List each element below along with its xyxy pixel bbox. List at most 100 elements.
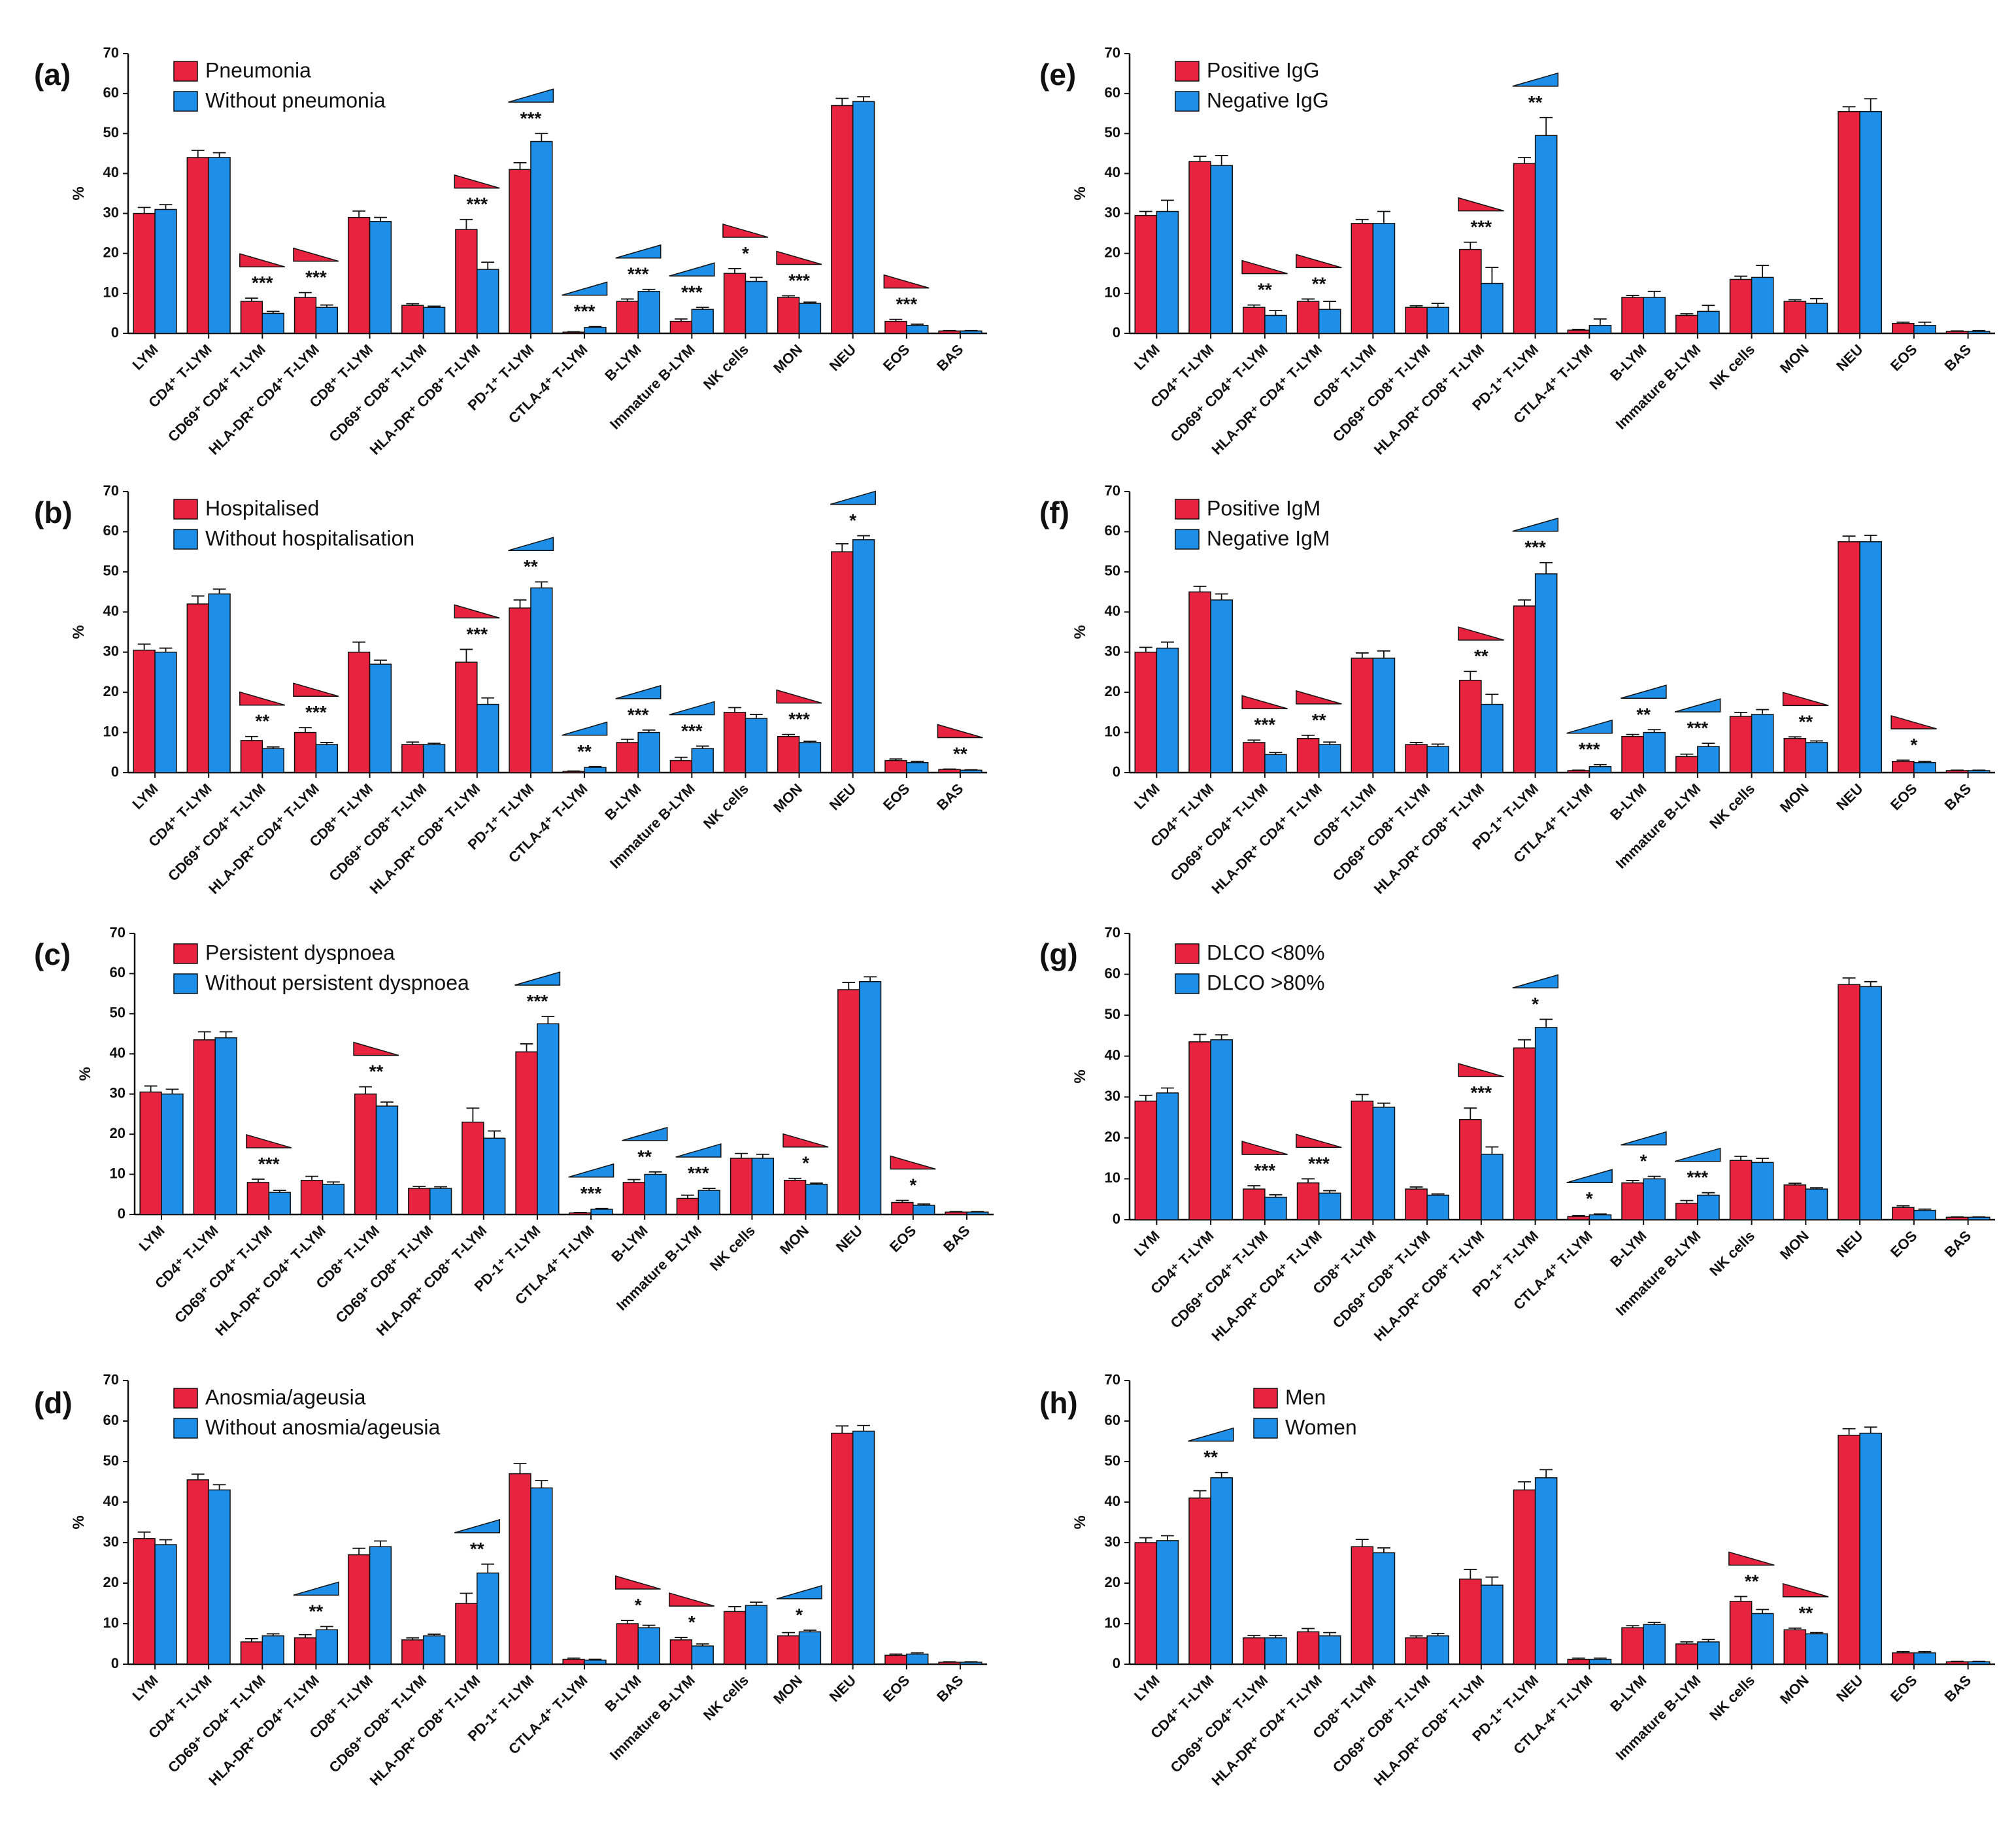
y-tick-label: 20 [103,683,119,699]
y-tick-label: 50 [1105,1452,1120,1469]
category-label: HLA-DR⁺ CD4⁺ T-LYM [205,341,322,458]
bar-group2 [584,1660,607,1665]
y-tick-label: 70 [103,482,119,499]
bar-group2 [852,1430,875,1665]
bar-group2 [1913,325,1936,334]
bar-group2 [1210,1477,1233,1665]
significance-label: ** [1312,273,1326,293]
y-tick-label: 40 [1105,164,1120,180]
legend-label: Positive IgG [1207,58,1320,82]
y-tick-label: 60 [103,84,119,101]
bar-group2 [1967,770,1991,773]
bar-group2 [1751,1613,1774,1665]
bar-group2 [590,1209,613,1215]
bar-group2 [637,291,660,334]
bar-group1 [1134,1542,1158,1665]
bar-group1 [1838,1434,1860,1665]
significance-label: *** [1579,739,1600,760]
category-label: MON [770,341,805,377]
bar-group1 [884,760,907,773]
y-tick-label: 50 [103,124,119,141]
trend-down-icon [1458,197,1504,212]
bar-group2 [1426,1635,1449,1665]
significance-label: ** [309,1601,324,1621]
legend-swatch-group1 [1175,61,1200,82]
bar-group1 [1729,1601,1753,1665]
trend-down-icon [1890,714,1937,729]
bar-group2 [1643,731,1666,773]
bar-group1 [831,105,854,334]
bar-group2 [483,1137,506,1215]
trend-down-icon [1458,626,1504,641]
category-label: NEU [826,780,860,814]
category-label: BAS [1941,1228,1975,1261]
trend-down-icon [1241,1141,1288,1155]
category-label: HLA-DR⁺ CD8⁺ T-LYM [1371,341,1488,458]
panel-label: (e) [1039,58,1076,92]
significance-label: *** [1524,537,1546,558]
panel-label: (c) [34,937,71,971]
category-label: CD69⁺ CD8⁺ T-LYM [332,1222,436,1326]
bar-group2 [1805,1188,1828,1220]
bar-group1 [622,1182,645,1215]
bar-group1 [1729,278,1753,334]
category-label: EOS [1887,780,1921,814]
bar-group2 [1697,310,1720,334]
significance-label: * [1532,994,1539,1014]
category-label: BAS [1941,341,1975,375]
bar-group2 [1697,746,1720,773]
bar-group2 [154,651,177,773]
category-label: B-LYM [1607,1228,1650,1271]
bar-group1 [669,320,693,334]
legend-label: Positive IgM [1207,496,1320,520]
significance-label: * [1640,1151,1647,1171]
y-tick-label: 60 [103,522,119,539]
y-axis-label: % [1071,1515,1089,1529]
category-label: NK cells [1706,1228,1758,1279]
bar-group2 [1643,1624,1666,1665]
category-label: NK cells [700,341,752,393]
significance-label: *** [896,294,917,314]
trend-down-icon [246,1133,292,1148]
bar-group1 [723,1611,747,1665]
legend-label: Men [1285,1385,1326,1409]
legend-swatch-group1 [173,499,198,520]
panel-label: (a) [34,58,71,92]
legend-swatch-group1 [173,943,198,964]
y-tick-label: 70 [103,1371,119,1388]
bar-group1 [562,1658,585,1665]
bar-group1 [1134,214,1158,334]
trend-down-icon [1296,690,1342,705]
panel-label: (d) [34,1386,73,1420]
bar-group1 [509,1473,531,1665]
bar-group1 [1296,1182,1320,1220]
bar-group2 [477,1572,499,1665]
bar-group1 [1838,984,1860,1220]
bar-group2 [745,280,768,334]
bar-group1 [1675,1203,1698,1220]
legend-label: Anosmia/ageusia [205,1385,366,1409]
trend-up-icon [615,684,662,699]
bar-group1 [294,1637,317,1665]
significance-label: * [1586,1188,1593,1209]
y-tick-label: 50 [110,1005,126,1021]
bar-group2 [537,1023,560,1215]
category-label: HLA-DR⁺ CD4⁺ T-LYM [1208,1672,1325,1789]
panel-label: (f) [1039,495,1069,529]
legend-label: Persistent dyspnoea [205,941,395,964]
bar-group1 [884,320,907,334]
y-tick-label: 10 [1105,284,1120,301]
y-axis-label: % [1071,1069,1089,1083]
legend-swatch-group2 [1175,529,1200,550]
legend-swatch-group1 [1175,499,1200,520]
bar-group1 [240,740,263,773]
bar-group1 [1513,163,1536,334]
bar-group1 [1351,223,1374,334]
y-tick-label: 40 [103,1493,119,1509]
category-label: EOS [880,1672,913,1705]
bar-group1 [1892,761,1915,773]
bar-group2 [852,539,875,773]
legend-label: Women [1285,1415,1357,1439]
trend-down-icon [782,1133,829,1148]
